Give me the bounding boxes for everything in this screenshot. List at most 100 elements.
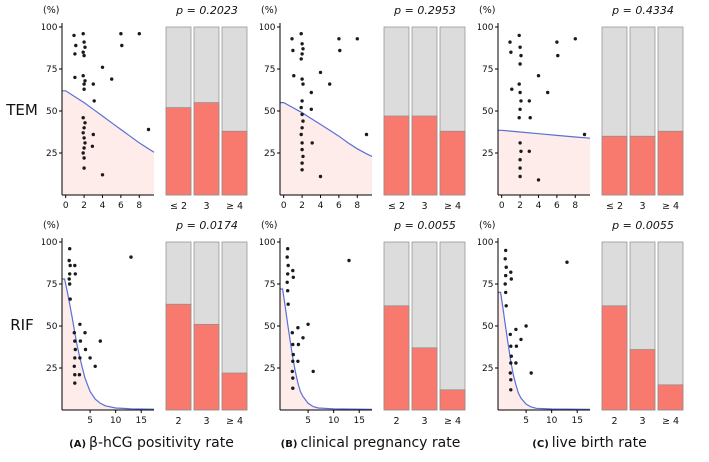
scatter-plot: 25 50 75 100 5 10 15 [42, 238, 155, 426]
caption-row: (A) β-hCG positivity rate (B) clinical pre… [2, 432, 709, 451]
bar-category-label: 3 [421, 416, 427, 427]
scatter-point [299, 32, 303, 36]
x-tick-label: 5 [305, 416, 311, 426]
scatter-point [77, 373, 82, 377]
bar-category-label: ≤ 2 [606, 201, 623, 212]
scatter-point [72, 364, 76, 368]
scatter-point [310, 141, 314, 145]
scatter-point [296, 342, 301, 347]
scatter-point [110, 77, 114, 81]
figure-row-rif: RIF (%) 25 50 75 100 5 10 15 p = 0.0174 2 3 ≥ 4 … [2, 219, 709, 430]
scatter-point [504, 304, 508, 308]
bar-category-label: ≥ 4 [226, 201, 243, 212]
scatter-point [285, 255, 289, 259]
x-tick-label: 0 [63, 201, 69, 211]
scatter-point [73, 339, 77, 343]
scatter-point [82, 87, 86, 91]
bar-category-label: 2 [611, 416, 617, 427]
scatter-point [503, 282, 507, 286]
p-value-label: p = 0.4334 [612, 4, 674, 17]
y-tick-label: 75 [46, 280, 57, 290]
scatter-point [67, 258, 71, 263]
scatter-point [90, 144, 95, 148]
scatter-point [556, 53, 560, 58]
scatter-point [291, 48, 295, 53]
figure-root: TEM (%) 25 50 75 100 0 2 4 6 8 p = 0.2023 ≤ 2 3 ≥ … [2, 4, 709, 451]
x-tick-label: 10 [328, 416, 340, 426]
caption-text: clinical pregnancy rate [300, 435, 461, 451]
scatter-point [536, 178, 541, 182]
scatter-plot: 25 50 75 100 0 2 4 6 8 [478, 23, 591, 211]
scatter-point [299, 132, 303, 137]
scatter-point [504, 265, 508, 269]
bar [221, 372, 248, 411]
scatter-point [508, 40, 512, 44]
scatter-point [318, 174, 323, 179]
fit-curve [498, 291, 591, 410]
scatter-point [338, 48, 342, 53]
scatter-point [291, 386, 295, 390]
bar-chart: ≤ 2 3 ≥ 4 [601, 26, 684, 212]
bar [629, 349, 656, 411]
scatter-point [517, 116, 521, 120]
row-label-tem: TEM [6, 100, 38, 119]
scatter-panel: (%) 25 50 75 100 5 10 15 [478, 219, 594, 430]
x-tick-label: 4 [318, 201, 324, 211]
scatter-point [119, 32, 123, 36]
caption-text: β-hCG positivity rate [89, 435, 234, 451]
x-tick-label: 8 [136, 201, 142, 211]
scatter-point [296, 359, 300, 363]
y-tick-label: 75 [482, 65, 493, 75]
scatter-point [78, 339, 83, 343]
scatter-point [347, 258, 351, 263]
y-tick-label: 25 [264, 149, 275, 159]
x-tick-label: 4 [536, 201, 542, 211]
y-tick-label: 75 [264, 65, 275, 75]
scatter-point [514, 327, 518, 332]
bar-category-label: ≥ 4 [662, 201, 679, 212]
scatter-point [82, 82, 86, 86]
scatter-point [83, 331, 87, 335]
bar-chart: ≤ 2 3 ≥ 4 [383, 26, 466, 212]
bar-panel: p = 0.0174 2 3 ≥ 4 [163, 219, 251, 430]
x-tick-label: 8 [354, 201, 360, 211]
scatter-point [73, 347, 77, 352]
x-tick-label: 2 [517, 201, 523, 211]
scatter-point [518, 107, 522, 112]
x-tick-label: 5 [87, 416, 93, 426]
scatter-point [286, 302, 290, 306]
scatter-point [518, 141, 522, 145]
bar-category-label: ≥ 4 [662, 416, 679, 427]
scatter-panel: (%) 25 50 75 100 0 2 4 6 8 [478, 4, 594, 215]
scatter-plot: 25 50 75 100 0 2 4 6 8 [260, 23, 373, 211]
scatter-point [88, 356, 92, 360]
bar [411, 347, 438, 411]
scatter-point [504, 248, 508, 253]
scatter-point [301, 47, 305, 51]
scatter-point [291, 376, 295, 380]
x-tick-label: 2 [299, 201, 305, 211]
y-tick-label: 100 [42, 238, 58, 248]
scatter-point [519, 99, 523, 103]
fit-area [280, 289, 372, 410]
x-tick-label: 0 [499, 201, 505, 211]
y-tick-label: 25 [482, 149, 493, 159]
scatter-point [309, 107, 313, 112]
bar [601, 305, 628, 411]
y-tick-label: 75 [482, 280, 493, 290]
scatter-point [582, 132, 587, 137]
x-tick-label: 10 [110, 416, 122, 426]
panel-group-tem-b: (%) 25 50 75 100 0 2 4 6 8 p = 0.2953 ≤ 2 3 ≥ 4 [260, 4, 469, 215]
x-tick-label: 4 [100, 201, 106, 211]
panel-group-rif-c: (%) 25 50 75 100 5 10 15 p = 0.0055 2 3 ≥ 4 [478, 219, 687, 430]
scatter-point [311, 369, 315, 374]
scatter-point [518, 174, 522, 179]
scatter-point [299, 105, 303, 110]
scatter-point [291, 342, 295, 347]
scatter-point [309, 90, 313, 95]
bar [383, 115, 410, 196]
scatter-point [83, 141, 87, 145]
y-tick-label: 50 [482, 322, 494, 332]
bar [439, 130, 466, 196]
scatter-point [318, 70, 323, 75]
